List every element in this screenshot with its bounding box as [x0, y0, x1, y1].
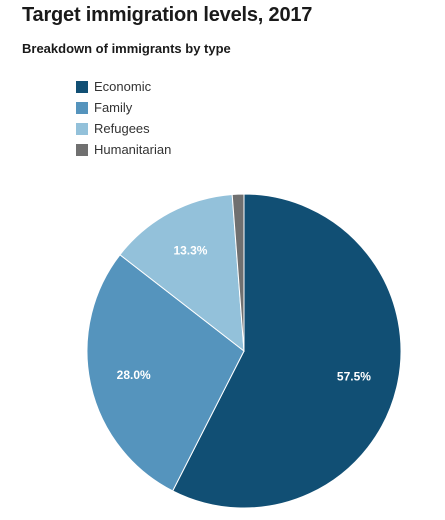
pie-slice-humanitarian: [231, 193, 245, 352]
legend-item-economic: Economic: [76, 76, 171, 97]
legend-label-humanitarian: Humanitarian: [94, 142, 172, 157]
chart-title: Target immigration levels, 2017: [22, 4, 313, 26]
legend-swatch-economic: [76, 80, 88, 93]
legend-item-humanitarian: Humanitarian: [76, 139, 171, 160]
legend-swatch-family: [76, 101, 88, 114]
pie-slice-economic: [172, 193, 402, 509]
pie-slice-family: [86, 254, 245, 492]
slice-label-economic: 57.5%: [337, 370, 371, 384]
slice-label-family: 28.0%: [117, 368, 151, 382]
legend: Economic Family Refugees Humanitarian: [76, 76, 171, 160]
legend-swatch-refugees: [76, 122, 88, 135]
legend-swatch-humanitarian: [76, 143, 88, 156]
legend-label-refugees: Refugees: [94, 121, 150, 136]
pie-slice-refugees: [119, 193, 245, 353]
legend-item-family: Family: [76, 97, 171, 118]
legend-label-family: Family: [94, 100, 133, 115]
slice-label-refugees: 13.3%: [173, 244, 207, 258]
chart-subtitle: Breakdown of immigrants by type: [22, 41, 231, 56]
legend-item-refugees: Refugees: [76, 118, 171, 139]
legend-label-economic: Economic: [94, 79, 152, 94]
